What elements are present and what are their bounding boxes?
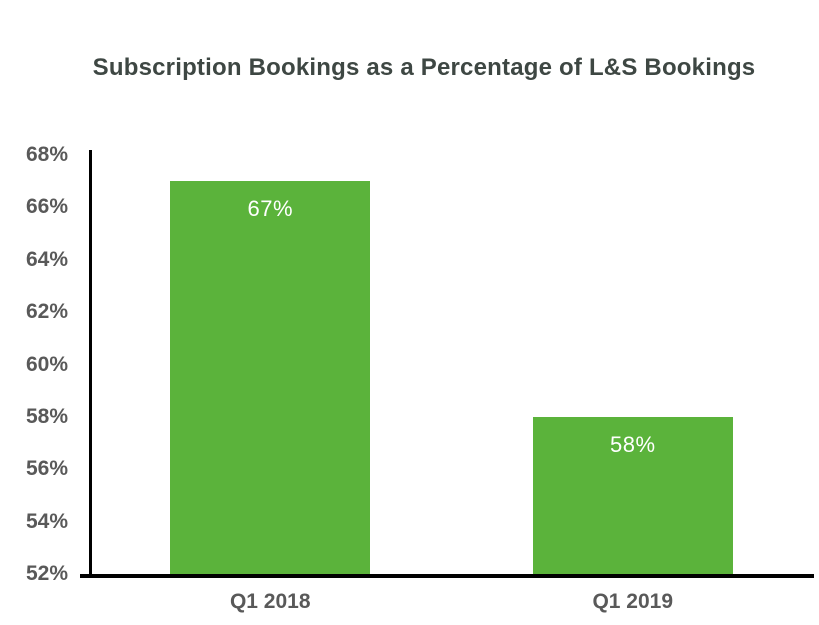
chart-title: Subscription Bookings as a Percentage of… [92,54,756,81]
x-axis-line [80,574,814,578]
x-axis-category-label: Q1 2019 [592,590,674,613]
y-axis-tick-label: 66% [25,195,68,219]
y-axis-tick-label: 52% [25,562,68,585]
bar-q1-2018: 67% [170,181,371,574]
y-axis-tick-label: 56% [25,457,68,481]
x-axis-category-label: Q1 2018 [229,590,311,613]
bar-q1-2019: 58% [532,416,733,574]
y-axis-tick-label: 62% [25,300,68,324]
y-axis-tick-label: 58% [25,404,68,428]
y-axis-line [89,150,92,578]
y-axis-tick-label: 60% [25,352,68,376]
y-axis-tick-label: 68% [25,143,68,166]
bar-value-label: 58% [609,431,656,457]
y-axis-tick-label: 64% [25,247,68,271]
bar-value-label: 67% [247,196,294,222]
y-axis-tick-label: 54% [25,509,68,533]
